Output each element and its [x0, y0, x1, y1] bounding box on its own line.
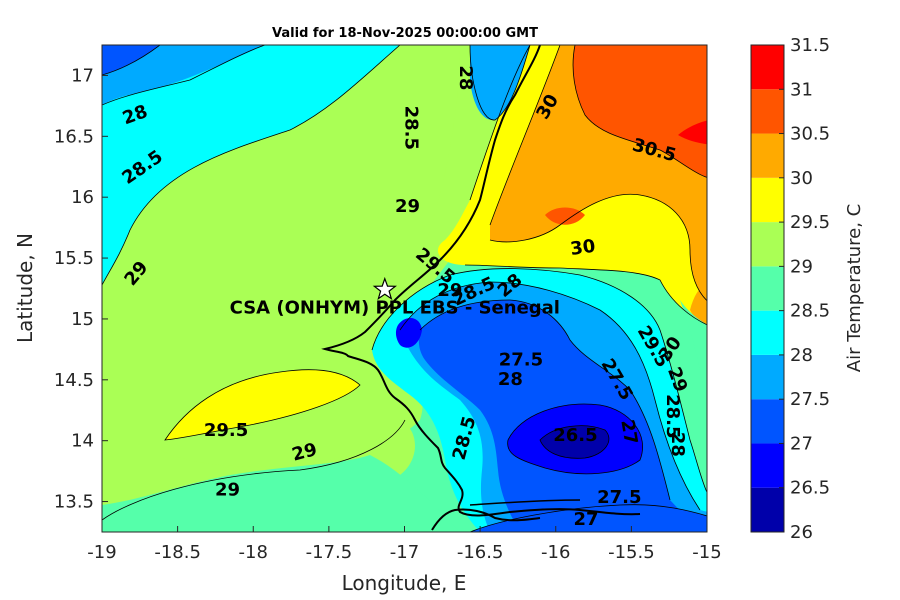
y-tick-label: 17 [71, 65, 94, 86]
y-tick-label: 13.5 [54, 492, 94, 513]
x-axis-label: Longitude, E [342, 571, 467, 595]
x-axis-ticks: -19 -18.5 -18 -17.5 -17 -16.5 -16 -15.5 -15 [87, 526, 722, 563]
border-line [469, 499, 581, 506]
colorbar-tick-label: 28 [790, 345, 813, 366]
colorbar-swatch [751, 89, 784, 134]
contour-label: 29.5 [204, 420, 248, 441]
contour-label: 27.5 [597, 487, 641, 508]
contour-label: 28 [667, 432, 688, 457]
x-tick-label: -19 [87, 542, 116, 563]
contour-label: 28 [498, 369, 523, 390]
y-tick-label: 15.5 [54, 248, 94, 269]
contour-fill-28-5-south [102, 455, 460, 532]
contour-fill-27-nw [102, 45, 160, 75]
colorbar: 26 26.5 27 27.5 28 28.5 29 29.5 30 30.5 31 31.5 [750, 35, 830, 543]
contour-lines [102, 45, 707, 532]
contour-label: 28.5 [401, 106, 422, 150]
colorbar-swatch [751, 133, 784, 178]
colorbar-tick-label: 30.5 [790, 124, 830, 145]
colorbar-tick-label: 29.5 [790, 212, 830, 233]
contour-fill-29-5-west [165, 369, 360, 440]
y-tick-label: 16.5 [54, 126, 94, 147]
contour-label: 28.5 [662, 394, 683, 438]
contour-fill-26-5-coast [395, 318, 422, 348]
contour-fill-29-west [102, 45, 460, 520]
colorbar-swatch [751, 45, 784, 90]
y-axis-ticks: 13.5 14 14.5 15 15.5 16 16.5 17 [54, 65, 108, 513]
colorbar-swatch [751, 222, 784, 267]
contour-label: 30 [569, 236, 597, 260]
colorbar-swatch [751, 354, 784, 400]
colorbar-swatch [751, 266, 784, 311]
x-tick-label: -15 [692, 542, 721, 563]
contour-fill-26 [540, 425, 609, 459]
colorbar-swatch [751, 443, 784, 488]
x-tick-label: -18.5 [154, 542, 201, 563]
contour-fill-27-south [470, 504, 707, 532]
colorbar-swatch [751, 310, 784, 355]
contour-label: 28 [455, 65, 476, 90]
map-title: Valid for 18-Nov-2025 00:00:00 GMT [272, 26, 538, 41]
site-marker-group: CSA (ONHYM) PPL EBS - Senegal [230, 276, 560, 319]
colorbar-swatch [751, 399, 784, 444]
y-tick-label: 15 [71, 309, 94, 330]
colorbar-swatch [751, 487, 784, 532]
x-tick-label: -18 [239, 542, 268, 563]
contour-fill-28-nw [102, 45, 400, 285]
y-tick-label: 14.5 [54, 370, 94, 391]
contour-label: 27 [616, 418, 641, 446]
colorbar-tick-label: 31 [790, 79, 813, 100]
coastline [321, 45, 641, 517]
site-label: CSA (ONHYM) PPL EBS - Senegal [230, 298, 560, 319]
contour-label: 29 [437, 280, 462, 301]
river-gambia [431, 508, 541, 531]
colorbar-tick-label: 27.5 [790, 389, 830, 410]
colorbar-tick-label: 27 [790, 433, 813, 454]
contour-label: 26.5 [553, 425, 597, 446]
colorbar-tick-label: 26 [790, 522, 813, 543]
colorbar-tick-label: 28.5 [790, 301, 830, 322]
x-tick-label: -17.5 [306, 542, 353, 563]
x-tick-label: -16.5 [457, 542, 504, 563]
colorbar-tick-label: 29 [790, 256, 813, 277]
contour-fill-30-east-edge [690, 281, 707, 327]
contour-label: 29 [215, 480, 240, 501]
site-star-icon [372, 276, 397, 301]
contour-fill-31 [678, 120, 707, 145]
colorbar-label: Air Temperature, C [844, 204, 865, 372]
contour-fill-30-5 [573, 45, 707, 178]
contour-label: 27.5 [499, 349, 543, 370]
colorbar-swatch [751, 177, 784, 223]
contour-fill-30-5-b [545, 207, 585, 225]
contour-fill-28-5-east-edge [680, 300, 707, 412]
x-tick-label: -15.5 [608, 542, 655, 563]
x-tick-label: -17 [390, 542, 419, 563]
y-axis-label: Latitude, N [13, 233, 37, 343]
colorbar-tick-label: 26.5 [790, 478, 830, 499]
contour-fill-27-5-nw [102, 45, 265, 105]
colorbar-tick-label: 31.5 [790, 35, 830, 56]
colorbar-tick-label: 30 [790, 168, 813, 189]
filled-contours [102, 45, 707, 532]
contour-label: 27 [573, 509, 598, 530]
contour-label: 29 [395, 196, 420, 217]
y-tick-label: 14 [71, 431, 94, 452]
contour-fill-27-5-north [470, 45, 530, 121]
y-tick-label: 16 [71, 187, 94, 208]
colorbar-frame [750, 44, 785, 533]
x-tick-label: -16 [541, 542, 570, 563]
